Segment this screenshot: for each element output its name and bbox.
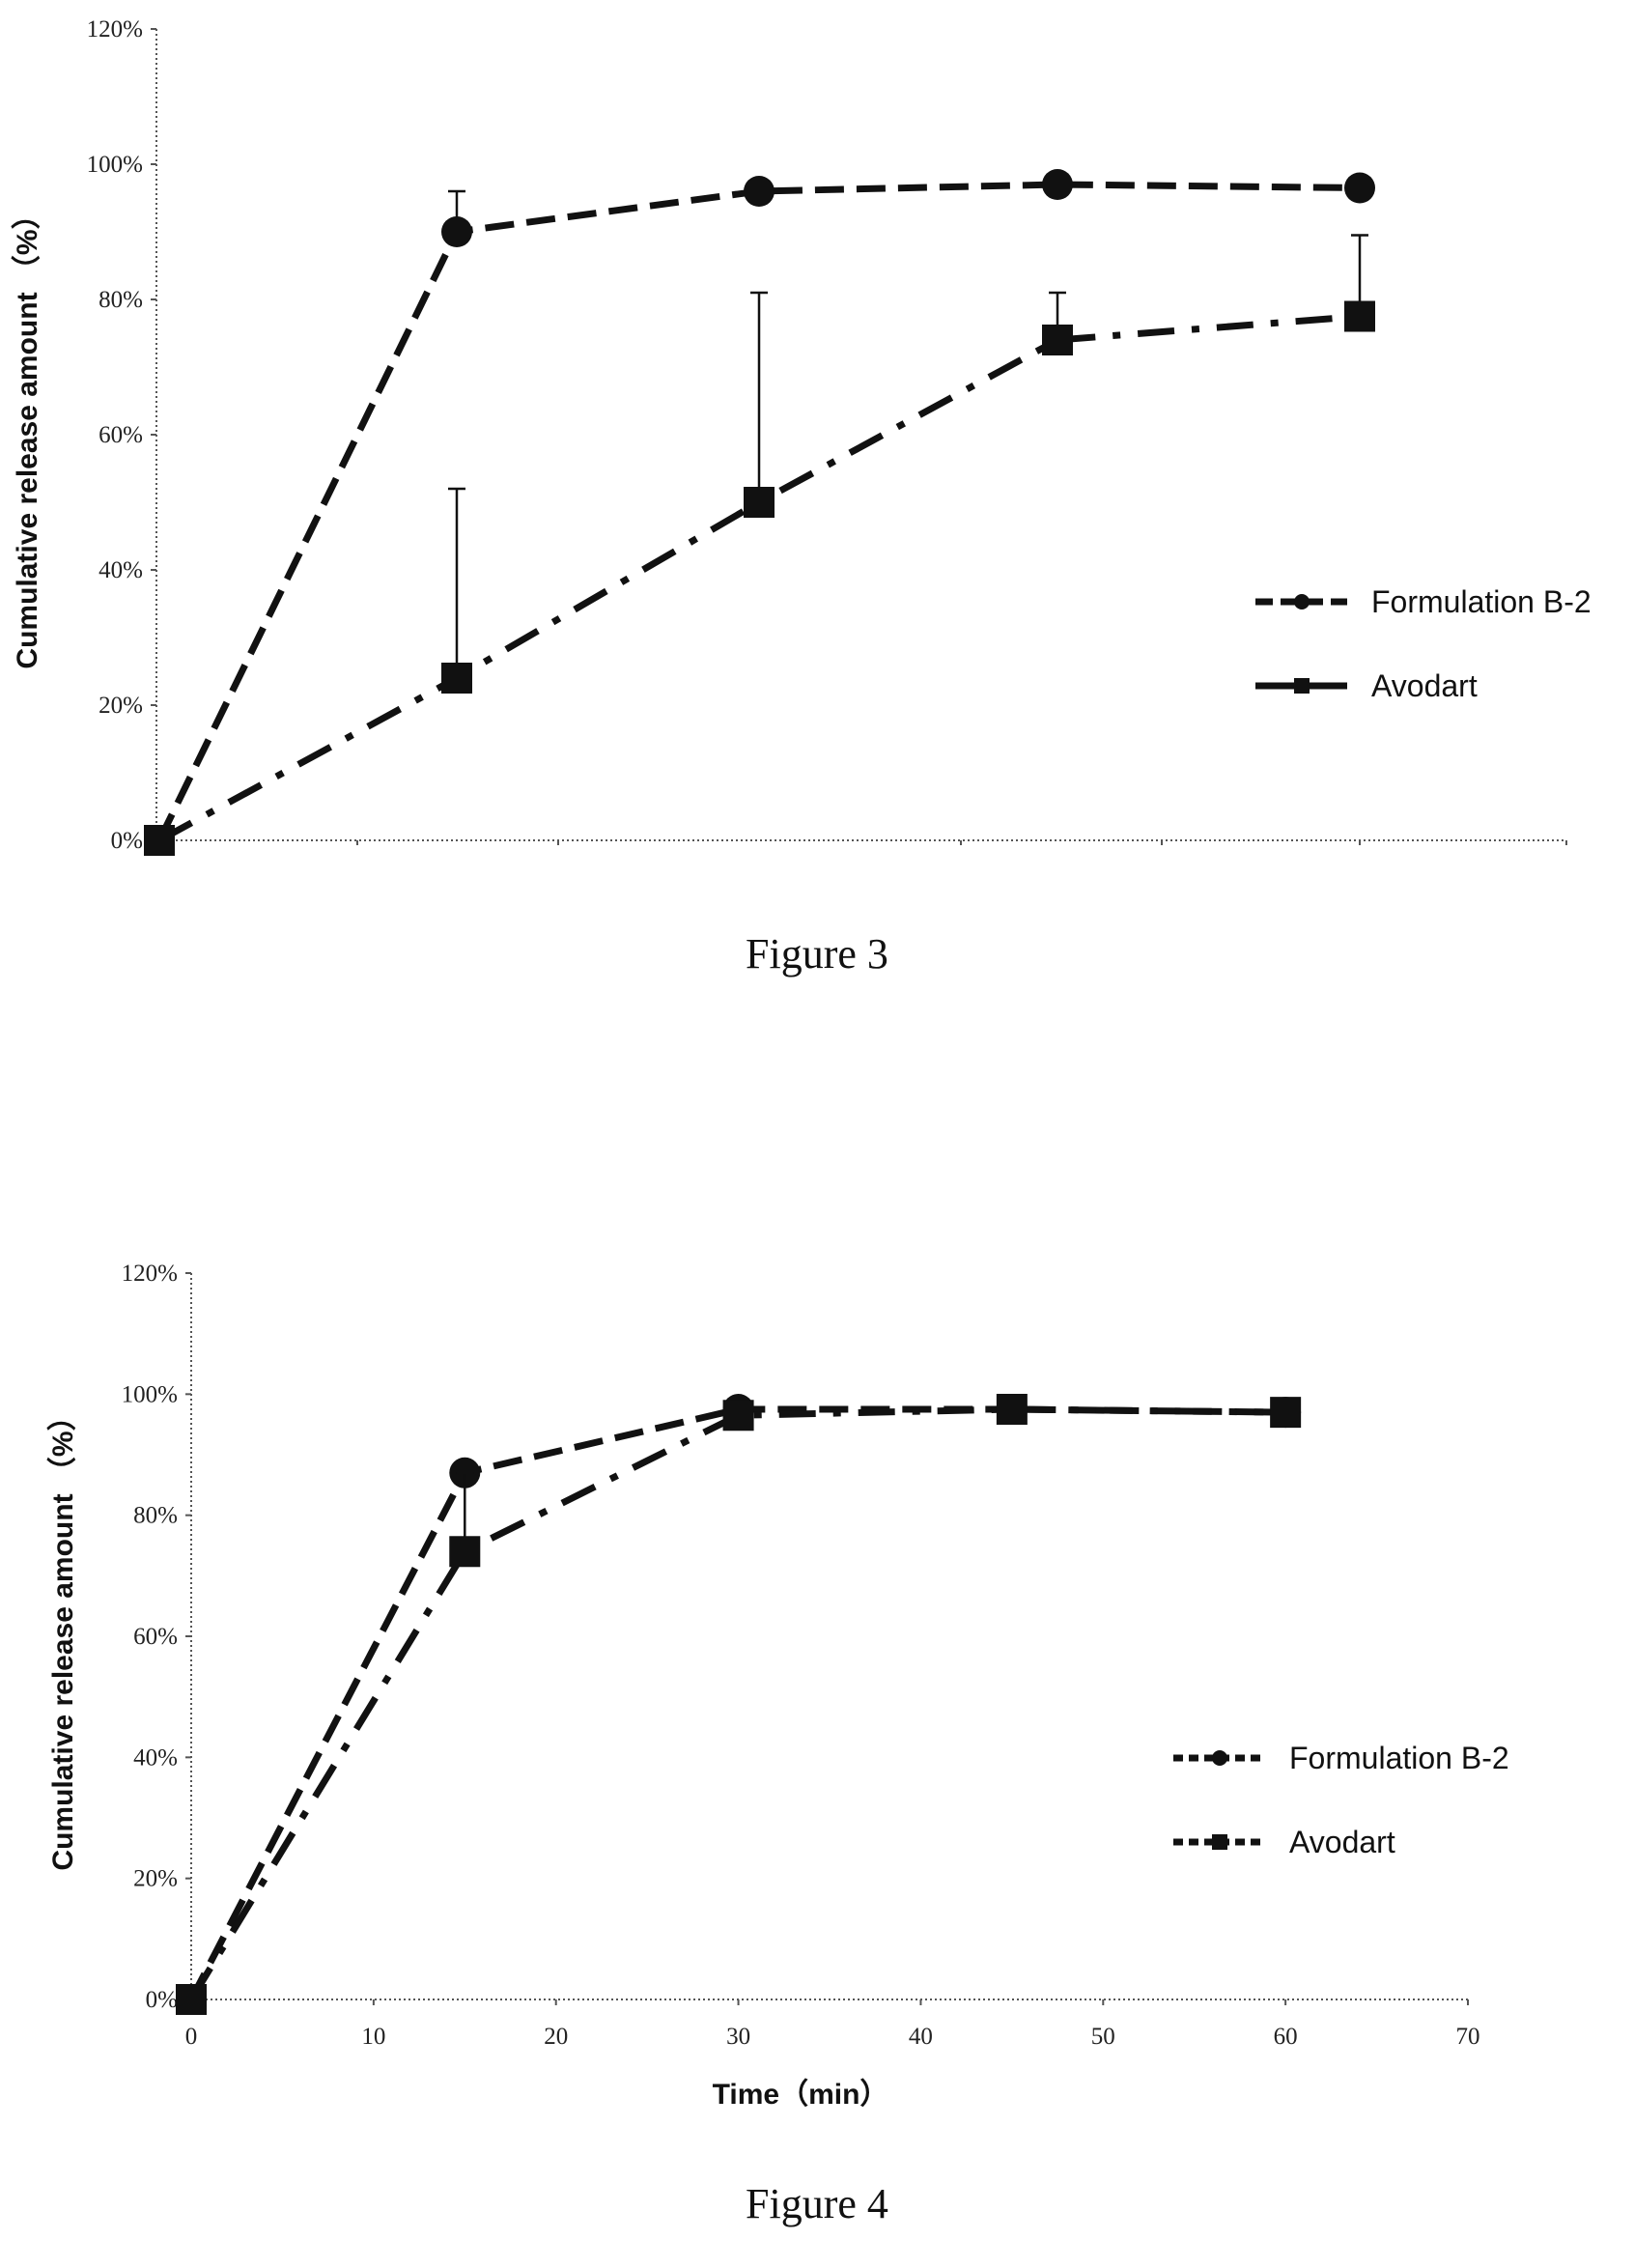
data-point (441, 663, 472, 694)
x-tick-label: 10 (361, 2024, 385, 2050)
x-tick-label: 60 (1274, 2024, 1298, 2050)
y-tick-label: 0% (111, 828, 143, 854)
x-tick-label: 50 (1091, 2024, 1115, 2050)
y-tick-label: 60% (133, 1624, 178, 1650)
data-point (441, 216, 472, 247)
y-axis-label: Cumulative release amount （%） (11, 200, 43, 668)
y-tick-label: 20% (99, 693, 143, 719)
series-line-formulation-b-2 (187, 1405, 1286, 2001)
y-tick-label: 60% (99, 422, 143, 448)
figure-4-caption: Figure 4 (746, 2180, 888, 2227)
y-tick-label: 100% (87, 152, 143, 178)
legend-label: Formulation B-2 (1371, 584, 1592, 619)
y-tick-label: 120% (87, 16, 143, 43)
x-tick-label: 20 (544, 2024, 568, 2050)
data-point (1042, 325, 1073, 355)
y-axis-label: Cumulative release amount （%） (46, 1402, 79, 1870)
legend-marker (1212, 1834, 1227, 1850)
y-tick-label: 40% (133, 1744, 178, 1771)
y-tick-label: 0% (146, 1987, 178, 2013)
x-tick-label: 0 (185, 2024, 198, 2050)
data-point (1042, 169, 1073, 200)
figure-4-chart: 0% 20% 40% 60% 80% 100% 120% 0 10 20 30 40 50 60 70 Cum… (46, 1261, 1509, 2111)
y-tick-label: 80% (133, 1503, 178, 1529)
legend-label: Avodart (1289, 1825, 1395, 1859)
x-tick-label: 40 (909, 2024, 933, 2050)
figure-3-chart: 0% 20% 40% 60% 80% 100% 120% Cumulative release… (11, 16, 1592, 856)
y-tick-label: 20% (133, 1866, 178, 1892)
x-tick-label: 30 (726, 2024, 750, 2050)
series-line-avodart (188, 1405, 1286, 2001)
data-point (1344, 300, 1375, 332)
legend-marker (1294, 678, 1310, 694)
data-point (1344, 172, 1375, 204)
legend-marker (1212, 1750, 1227, 1766)
data-point (744, 176, 775, 207)
y-tick-label: 120% (122, 1261, 178, 1287)
y-tick-label: 80% (99, 287, 143, 313)
y-tick-label: 100% (122, 1381, 178, 1407)
legend-marker (1294, 594, 1310, 610)
data-point (1270, 1397, 1302, 1429)
data-point (996, 1394, 1028, 1425)
x-tick-label: 70 (1456, 2024, 1480, 2050)
data-point (722, 1400, 754, 1432)
x-axis-label: Time（min） (713, 2078, 889, 2111)
y-tick-label: 40% (99, 557, 143, 583)
legend-label: Formulation B-2 (1289, 1741, 1509, 1775)
data-point (449, 1536, 481, 1568)
data-point (176, 1984, 207, 2015)
data-point (144, 825, 175, 856)
figure-3-caption: Figure 3 (746, 930, 888, 978)
legend-label: Avodart (1371, 668, 1478, 703)
data-point (744, 487, 775, 518)
